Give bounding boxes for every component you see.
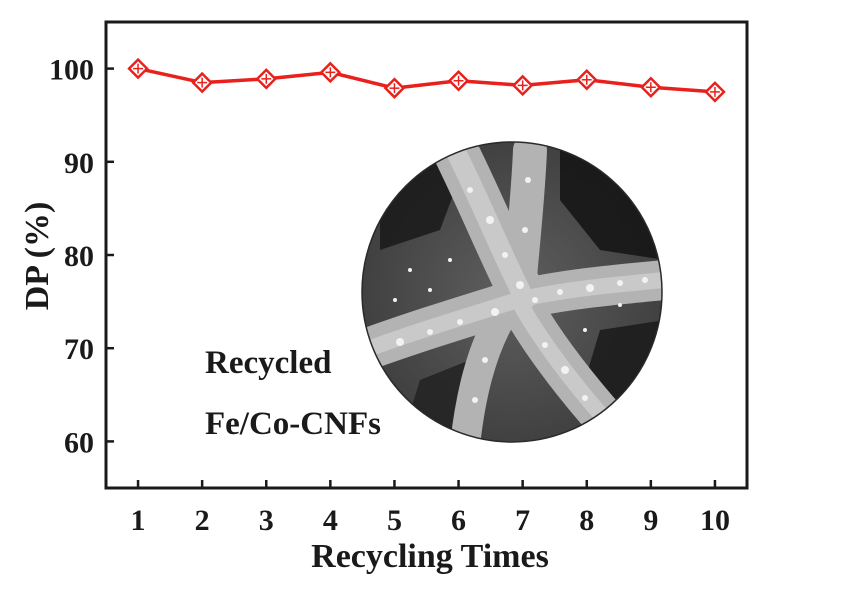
- x-tick-label: 8: [579, 504, 594, 537]
- data-point-marker: [575, 69, 598, 91]
- x-tick-label: 1: [131, 504, 146, 537]
- y-tick-label: 90: [64, 147, 94, 180]
- y-axis: 60 70 80 90 100: [49, 54, 114, 459]
- y-tick-label: 70: [64, 333, 94, 366]
- annotation-line-2: Fe/Co-CNFs: [205, 406, 381, 442]
- x-tick-label: 10: [700, 504, 730, 537]
- x-axis: 1 2 3 4 5 6 7 8 9 10: [131, 480, 730, 537]
- data-point-marker: [319, 61, 342, 84]
- series-line: [137, 66, 716, 94]
- x-tick-label: 3: [259, 504, 274, 537]
- y-axis-title: DP (%): [19, 202, 56, 311]
- series-layer: [127, 57, 726, 103]
- data-point-marker: [511, 74, 534, 97]
- y-tick-label: 60: [64, 426, 94, 459]
- x-tick-label: 4: [323, 504, 338, 537]
- data-point-marker: [191, 71, 213, 94]
- sem-inset-border: [361, 141, 663, 443]
- x-tick-label: 6: [451, 504, 466, 537]
- annotation-line-1: Recycled: [205, 345, 331, 381]
- data-point-marker: [640, 76, 662, 99]
- data-point-marker: [447, 69, 470, 92]
- data-point-marker: [127, 57, 149, 80]
- x-tick-label: 9: [643, 504, 658, 537]
- x-axis-title: Recycling Times: [311, 538, 549, 575]
- x-tick-label: 2: [195, 504, 210, 537]
- y-tick-label: 100: [49, 54, 94, 87]
- x-tick-label: 5: [387, 504, 402, 537]
- data-point-marker: [383, 77, 406, 99]
- y-tick-label: 80: [64, 240, 94, 273]
- sem-inset-image: [362, 142, 662, 442]
- data-point-marker: [255, 68, 278, 90]
- x-tick-label: 7: [515, 504, 530, 537]
- data-point-marker: [704, 81, 726, 103]
